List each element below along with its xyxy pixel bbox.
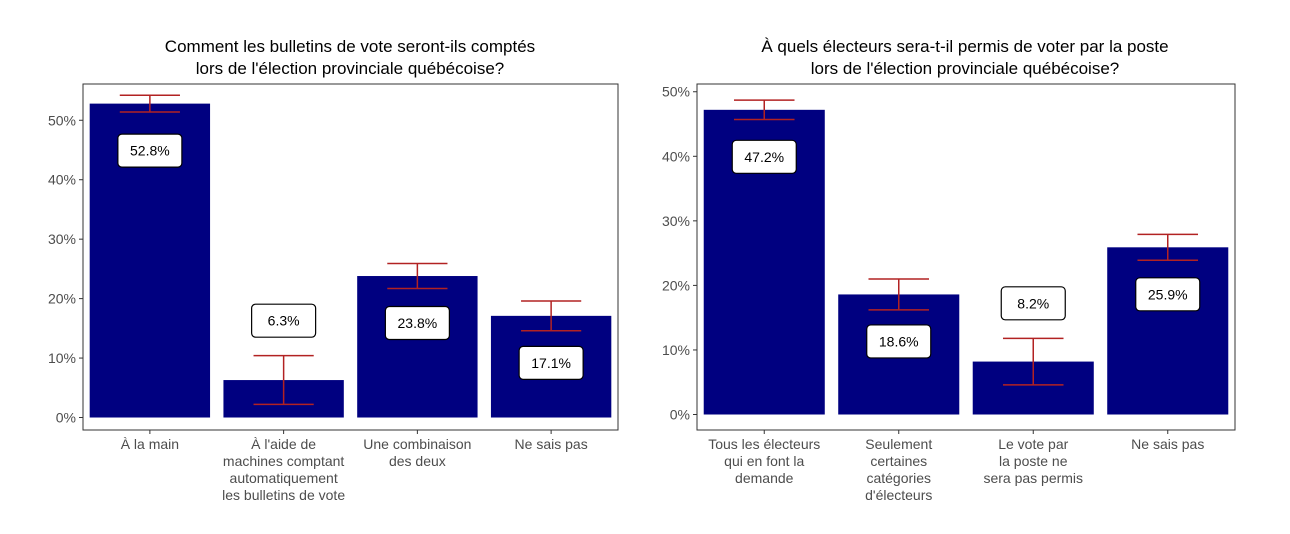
x-tick-label: Seulement certaines catégories d'électeurs [865, 436, 932, 503]
chart-panel-2: À quels électeurs sera-t-il permis de vo… [662, 37, 1236, 503]
y-tick-label: 50% [48, 112, 76, 128]
svg-text:52.8%: 52.8% [130, 143, 170, 159]
svg-text:8.2%: 8.2% [1017, 295, 1049, 311]
data-label: 17.1% [518, 345, 584, 380]
x-tick-label: Une combinaison des deux [363, 436, 471, 469]
error-bar [1137, 233, 1199, 261]
y-tick-label: 10% [662, 342, 690, 358]
data-label: 8.2% [1000, 286, 1066, 321]
y-tick-label: 20% [662, 277, 690, 293]
y-tick-label: 0% [56, 410, 76, 426]
bar [1107, 247, 1229, 415]
bar [357, 276, 478, 418]
svg-text:6.3%: 6.3% [268, 313, 300, 329]
y-tick-label: 40% [48, 172, 76, 188]
plot-border [82, 83, 619, 431]
x-tick-label: À l'aide de machines comptant automatiquem… [222, 436, 345, 503]
y-tick-label: 30% [662, 213, 690, 229]
x-tick-label: Ne sais pas [1131, 436, 1204, 452]
data-label: 47.2% [731, 139, 797, 174]
error-bar [253, 354, 314, 406]
data-label: 25.9% [1135, 277, 1201, 312]
chart-title-line: lors de l'élection provinciale québécois… [196, 59, 505, 78]
plot-border [696, 83, 1236, 431]
error-bar [733, 99, 795, 121]
error-bar [521, 300, 582, 332]
svg-text:25.9%: 25.9% [1148, 286, 1188, 302]
chart-title-line: lors de l'élection provinciale québécois… [811, 59, 1120, 78]
x-tick-label: Tous les électeurs qui en font la demande [708, 436, 820, 486]
y-tick-label: 30% [48, 231, 76, 247]
y-tick-label: 10% [48, 350, 76, 366]
data-label: 6.3% [251, 303, 317, 338]
data-label: 52.8% [117, 133, 183, 168]
data-label: 18.6% [866, 324, 932, 359]
y-tick-label: 50% [662, 84, 690, 100]
svg-text:47.2%: 47.2% [744, 149, 784, 165]
svg-text:18.6%: 18.6% [879, 333, 919, 349]
data-label: 23.8% [384, 305, 450, 341]
error-bar [1002, 337, 1064, 386]
chart-panel-1: Comment les bulletins de vote seront-ils… [48, 37, 619, 503]
svg-text:17.1%: 17.1% [531, 355, 571, 371]
chart-title-line: À quels électeurs sera-t-il permis de vo… [761, 37, 1168, 56]
error-bar [868, 278, 930, 311]
y-tick-label: 0% [670, 407, 690, 423]
x-tick-label: Ne sais pas [515, 436, 588, 452]
x-tick-label: Le vote par la poste ne sera pas permis [983, 436, 1083, 486]
svg-text:23.8%: 23.8% [398, 315, 438, 331]
y-tick-label: 20% [48, 291, 76, 307]
x-tick-label: À la main [121, 436, 179, 452]
error-bar [119, 94, 180, 113]
error-bar [387, 262, 448, 290]
y-tick-label: 40% [662, 148, 690, 164]
chart-title-line: Comment les bulletins de vote seront-ils… [165, 37, 535, 56]
